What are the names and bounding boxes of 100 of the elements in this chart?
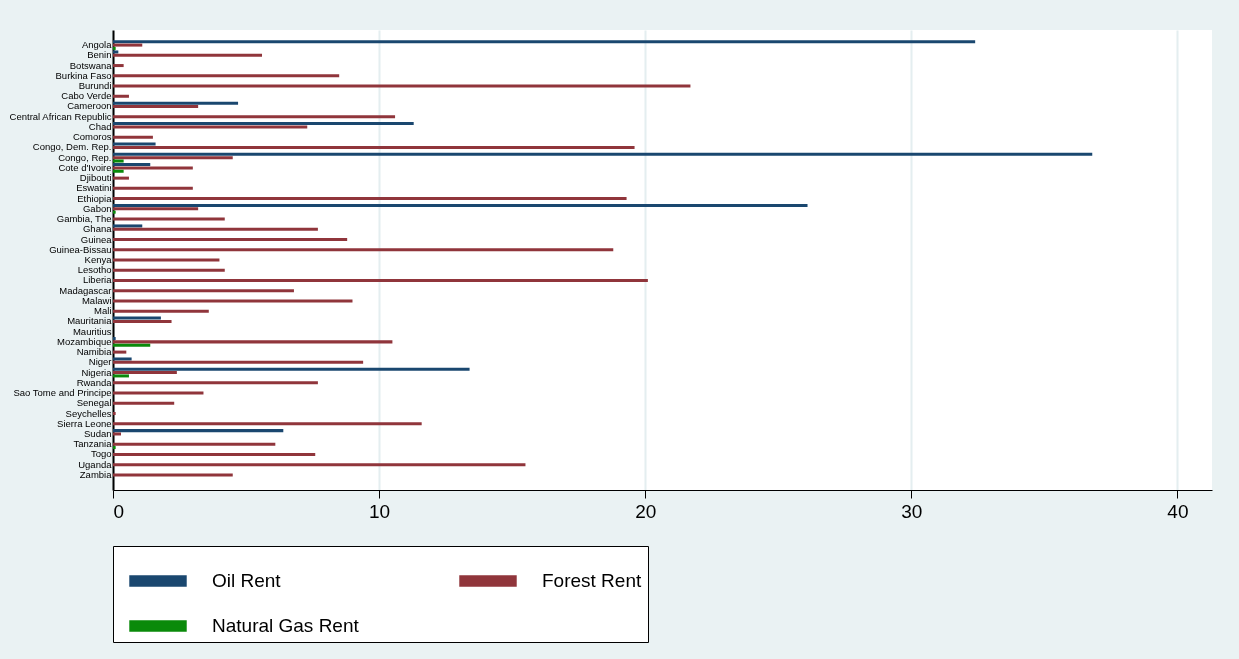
bar [113,473,233,477]
y-tick-label: Liberia [82,274,113,286]
legend-label: Natural Gas Rent [212,615,360,636]
bar [113,152,1093,156]
bar [113,422,422,426]
bar [113,316,161,320]
bar [113,412,116,416]
bar [113,227,318,231]
bar [113,142,156,146]
bar [113,319,172,323]
y-tick-label: Mauritius [72,325,112,337]
bar [113,289,294,293]
bar [113,159,124,163]
bar [113,169,124,173]
bar [113,463,526,467]
bar [113,156,233,160]
bar [113,343,151,347]
y-tick-label: Ghana [82,223,113,235]
y-tick-label: Mali [94,305,112,317]
y-tick-label: Sierra Leone [57,417,112,429]
y-tick-label: Nigeria [81,366,113,378]
bar [113,207,199,211]
y-tick-label: Sudan [84,427,112,439]
bar [113,371,177,375]
bar [113,357,132,361]
bar [113,166,193,170]
bar [113,145,635,149]
bar [113,74,340,78]
bar [113,176,129,180]
y-tick-label: Ethiopia [77,192,113,204]
y-tick-label: Burkina Faso [55,69,112,81]
y-tick-label: Burundi [78,80,112,92]
y-tick-label: Senegal [76,397,112,409]
bar [113,374,129,378]
bar [113,391,204,395]
bar [113,432,121,436]
y-tick-label: Angola [81,39,113,51]
bar [113,163,151,167]
legend-label: Oil Rent [212,570,282,591]
y-tick-label: Sao Tome and Principe [13,387,112,399]
y-tick-label: Tanzania [73,438,113,450]
bar [113,217,225,221]
legend-label: Forest Rent [542,570,642,591]
bar [113,94,129,98]
bar [113,125,308,129]
bar [113,210,116,214]
y-tick-label: Comoros [72,131,112,143]
bar [113,442,276,446]
bar [113,340,393,344]
bar [113,53,263,57]
bar [113,299,353,303]
bar [113,446,116,450]
y-tick-label: Benin [87,49,112,61]
bar [113,64,124,68]
bar [113,350,127,354]
y-tick-label: Rwanda [76,376,113,388]
bar [113,224,143,228]
y-tick-label: Uganda [78,458,113,470]
y-tick-label: Kenya [84,254,113,265]
bar [113,101,239,105]
bar [113,452,316,456]
y-tick-label: Cabo Verde [61,90,112,102]
y-tick-label: Cameroon [67,100,112,112]
y-tick-label: Gabon [82,202,112,214]
y-tick-label: Togo [90,448,112,460]
y-tick-label: Congo, Dem. Rep. [32,141,112,153]
bar [113,381,318,385]
x-tick-label: 40 [1167,500,1189,522]
y-tick-label: Mozambique [57,335,112,347]
y-tick-label: Chad [88,120,112,132]
bar [113,122,414,126]
bar [113,238,348,242]
bar [113,84,691,88]
bar [113,46,116,50]
bar [113,268,225,272]
y-tick-label: Gambia, The [56,213,112,225]
x-tick-label: 0 [113,500,125,522]
y-tick-label: Lesotho [77,264,112,276]
bar [113,337,116,341]
x-tick-label: 10 [369,500,391,522]
y-tick-label: Mauritania [67,315,113,327]
y-tick-label: Guinea [80,233,113,245]
bar [113,429,284,433]
bar [113,43,143,47]
y-tick-label: Congo, Rep. [58,151,112,163]
x-tick-label: 30 [901,500,923,522]
bar [113,401,175,405]
bar [113,309,209,313]
bar [113,203,808,207]
bar [113,258,220,262]
bar [113,197,627,201]
bar [113,186,193,190]
bar [113,278,648,282]
bar [113,360,364,364]
y-tick-label: Djibouti [79,172,112,184]
y-tick-label: Botswana [69,59,113,71]
bar [113,50,119,54]
bar [113,367,470,371]
y-tick-label: Madagascar [59,284,112,296]
bar [113,248,614,252]
